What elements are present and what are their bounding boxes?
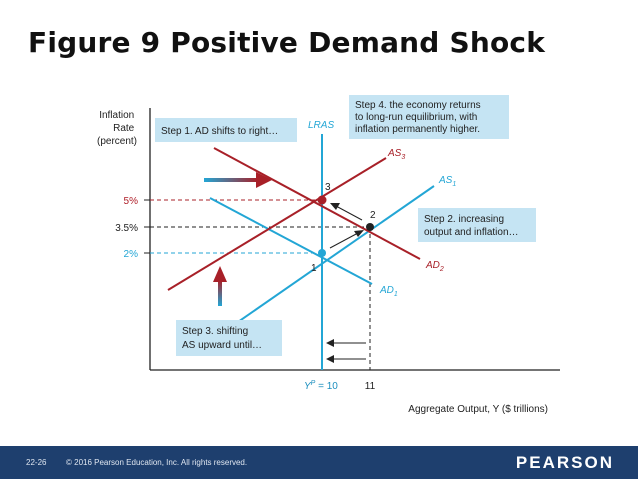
equilibrium-point-1 <box>318 249 326 257</box>
point-label-1: 1 <box>311 263 317 274</box>
lras-label: LRAS <box>308 120 334 131</box>
callout-line: Step 2. increasing <box>424 214 504 225</box>
move-arrow-1-to-2 <box>329 232 359 249</box>
x-tick-rest: = 10 <box>315 381 338 392</box>
ad1-label-main: AD <box>379 285 394 296</box>
callout-line: output and inflation… <box>424 227 519 238</box>
ad1-label: AD1 <box>379 285 398 298</box>
ad2-label-main: AD <box>425 260 440 271</box>
ad2-curve <box>213 147 421 260</box>
ad2-label: AD2 <box>425 260 444 273</box>
y-axis-label: Inflation Rate (percent) <box>97 110 137 147</box>
point-label-3: 3 <box>325 182 331 193</box>
callout-line: AS upward until… <box>182 340 262 351</box>
footer-bar: 22-26 © 2016 Pearson Education, Inc. All… <box>0 446 638 479</box>
as1-label-main: AS <box>438 175 453 186</box>
callout-step3-box <box>176 320 282 356</box>
move-arrow-head <box>354 230 364 237</box>
callout-line: Step 4. the economy returns <box>355 100 481 111</box>
callout-step1-box <box>155 118 297 142</box>
x-tick-sup: P <box>311 380 316 387</box>
x-axis-label: Aggregate Output, Y ($ trillions) <box>408 404 548 415</box>
y-tick-label-5pct: 5% <box>124 196 139 207</box>
y-axis-label-line: Inflation <box>99 110 134 121</box>
callout-line: inflation permanently higher. <box>355 124 480 135</box>
x-tick-label-11: 11 <box>365 381 376 392</box>
x-tick-main: Y <box>304 381 312 392</box>
callout-step4-box <box>349 95 509 139</box>
output-return-arrow-head <box>326 339 334 347</box>
ad1-curve <box>209 197 373 285</box>
callout-step4-text: Step 4. the economy returns to long-run … <box>355 100 483 135</box>
demand-shock-diagram: Inflation Rate (percent) Aggregate Outpu… <box>97 95 560 415</box>
y-axis-label-line: (percent) <box>97 136 137 147</box>
as-shift-arrow-head <box>213 266 227 282</box>
y-axis-label-line: Rate <box>113 123 135 134</box>
as1-label: AS1 <box>438 175 456 188</box>
move-arrow-head <box>330 203 340 210</box>
ad-shift-arrow-shaft <box>204 178 258 182</box>
point-label-2: 2 <box>370 210 376 221</box>
x-tick-label-potential: YP = 10 <box>304 380 338 392</box>
y-tick-label-2pct: 2% <box>124 249 139 260</box>
y-tick-label-3-5pct: 3.5% <box>115 223 138 234</box>
callout-step3-text: Step 3. shifting AS upward until… <box>182 326 262 351</box>
as3-curve <box>167 157 387 291</box>
callout-line: to long-run equilibrium, with <box>355 112 477 123</box>
as1-label-sub: 1 <box>452 181 456 188</box>
callout-step2-box <box>418 208 536 242</box>
callout-step1-text: Step 1. AD shifts to right… <box>161 126 278 137</box>
callout-line: Step 1. AD shifts to right… <box>161 126 278 137</box>
pearson-logo: PEARSON <box>515 453 614 472</box>
as1-curve <box>211 185 435 341</box>
ad2-label-sub: 2 <box>439 266 444 273</box>
as-shift-arrow-shaft <box>218 280 222 306</box>
as3-label: AS3 <box>387 148 405 161</box>
as3-label-main: AS <box>387 148 402 159</box>
callout-line: Step 3. shifting <box>182 326 248 337</box>
output-return-arrow-head <box>326 355 334 363</box>
slide-title: Figure 9 Positive Demand Shock <box>28 26 546 59</box>
callout-step2-text: Step 2. increasing output and inflation… <box>424 214 519 238</box>
equilibrium-point-3 <box>317 195 327 205</box>
ad-shift-arrow-head <box>256 172 272 188</box>
slide-number: 22-26 <box>26 458 47 467</box>
move-arrow-2-to-3 <box>335 205 363 221</box>
ad1-label-sub: 1 <box>394 291 398 298</box>
as3-label-sub: 3 <box>401 154 405 161</box>
copyright-notice: © 2016 Pearson Education, Inc. All right… <box>66 458 248 467</box>
equilibrium-point-2 <box>366 223 374 231</box>
